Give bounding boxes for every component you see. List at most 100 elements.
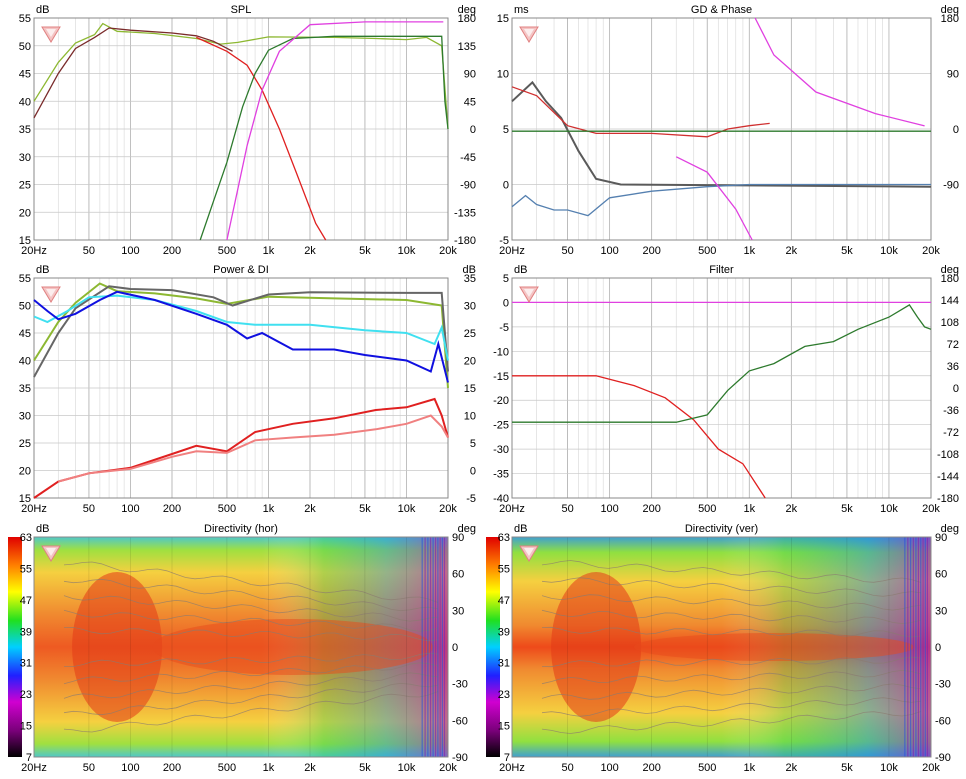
contour-line (63, 652, 439, 668)
x-tick-label: 100 (121, 245, 139, 257)
x-tick-label: 100 (121, 762, 139, 774)
x-tick-label: 5k (841, 762, 853, 774)
y2-tick-label: 180 (941, 13, 959, 25)
colorbar-tick-label: 23 (498, 689, 510, 701)
y-tick-label: 50 (19, 301, 31, 313)
chart-filter: Filter dB deg -40 -35 -30 -25 -20 -15 -10 -5 0 5 -180… (493, 264, 959, 515)
colorbar-tick-label: 39 (498, 626, 510, 638)
left-unit-label: dB (36, 4, 49, 16)
chart-spl: SPL dB deg 15 20 25 30 35 40 45 50 55 -180 -135 -90 -45… (19, 4, 476, 257)
x-tick-label: 50 (561, 503, 573, 515)
contour-line (541, 697, 922, 717)
x-tick-label: 200 (642, 762, 660, 774)
y-tick-label: 90 (935, 532, 947, 544)
y-tick-label: -15 (493, 371, 509, 383)
y-tick-label: 0 (503, 297, 509, 309)
y-tick-label: -30 (452, 679, 468, 691)
x-tick-label: 1k (263, 762, 275, 774)
contour-line (541, 577, 922, 597)
contour-line (541, 626, 922, 638)
contour-line (63, 595, 439, 622)
x-tick-label: 20k (439, 503, 457, 515)
y-tick-label: 25 (19, 180, 31, 192)
colorbar: 7 15 23 31 39 47 55 63 (486, 532, 510, 764)
left-unit-label: dB (514, 264, 527, 276)
y-tick-label: 30 (19, 152, 31, 164)
series-group (33, 21, 449, 241)
x-tick-label: 10k (398, 245, 416, 257)
y-tick-label: 15 (19, 493, 31, 505)
chart-title: Directivity (hor) (204, 523, 278, 535)
plot-frame (33, 536, 449, 758)
colorbar-tick-label: 55 (20, 563, 32, 575)
y2-tick-label: 0 (953, 383, 959, 395)
y2-tick-label: 0 (470, 124, 476, 136)
y-tick-label: -30 (493, 444, 509, 456)
x-tick-label: 2k (786, 762, 798, 774)
y2-tick-label: 0 (953, 124, 959, 136)
y-tick-label: -60 (935, 715, 951, 727)
chart-power_di: Power & DI dB dB 15 20 25 30 35 40 45 50 55 -5 0 5 10 15… (19, 264, 476, 515)
y2-tick-label: -45 (460, 152, 476, 164)
y2-tick-label: -135 (454, 207, 476, 219)
x-tick-label: 500 (698, 503, 716, 515)
right-unit-label: deg (941, 264, 959, 276)
y2-tick-label: 90 (947, 69, 959, 81)
y-tick-label: -90 (935, 752, 951, 764)
contour-line (63, 662, 439, 685)
plot-frame (511, 17, 932, 241)
y-tick-label: 5 (503, 273, 509, 285)
contour-line (63, 682, 439, 716)
series-group (33, 282, 449, 499)
y2-tick-label: 36 (947, 361, 959, 373)
logo-inner (46, 289, 56, 297)
x-tick-label: 2k (304, 762, 316, 774)
x-tick-label: 1k (263, 503, 275, 515)
series-line-1 (33, 285, 449, 378)
y-tick-label: 20 (19, 207, 31, 219)
x-tick-label: 50 (561, 762, 573, 774)
left-unit-label: ms (514, 4, 529, 16)
x-tick-label: 200 (163, 503, 181, 515)
y-tick-label: 30 (452, 605, 464, 617)
x-tick-label: 20Hz (499, 245, 525, 257)
y2-tick-label: 35 (464, 273, 476, 285)
heatmap-hot-band (152, 619, 433, 675)
contour-line (63, 609, 439, 632)
series-line-4 (33, 397, 449, 499)
y2-tick-label: 5 (470, 438, 476, 450)
x-tick-label: 20k (922, 762, 940, 774)
y2-tick-label: 135 (458, 41, 476, 53)
y-tick-label: 0 (935, 642, 941, 654)
y2-tick-label: -36 (943, 405, 959, 417)
logo-icon (519, 545, 539, 562)
y-tick-label: -60 (452, 715, 468, 727)
x-tick-label: 2k (786, 503, 798, 515)
logo-icon (519, 26, 539, 43)
x-tick-label: 50 (561, 245, 573, 257)
x-tick-label: 5k (359, 762, 371, 774)
plot-frame (511, 277, 932, 499)
x-tick-label: 100 (121, 503, 139, 515)
x-tick-label: 500 (218, 762, 236, 774)
logo-icon (41, 286, 61, 303)
logo-inner (46, 29, 56, 37)
x-tick-label: 200 (642, 245, 660, 257)
grid (33, 277, 449, 499)
colorbar-tick-label: 31 (20, 658, 32, 670)
colorbar-tick-label: 7 (26, 752, 32, 764)
x-tick-label: 200 (163, 762, 181, 774)
series-line-4 (676, 17, 925, 241)
y-tick-label: 50 (19, 41, 31, 53)
chart-gd_phase: GD & Phase ms deg -5 0 5 10 15 -90 0 90 180 20Hz 50 10… (497, 4, 959, 257)
y2-tick-label: 10 (464, 411, 476, 423)
x-tick-label: 200 (642, 503, 660, 515)
y-tick-label: 45 (19, 69, 31, 81)
contour-line (63, 672, 439, 699)
contour-line (63, 626, 439, 642)
chart-title: GD & Phase (691, 4, 752, 16)
left-unit-label: dB (514, 523, 527, 535)
contour-line (541, 560, 922, 583)
x-tick-label: 50 (83, 503, 95, 515)
series-line-5 (58, 414, 449, 483)
